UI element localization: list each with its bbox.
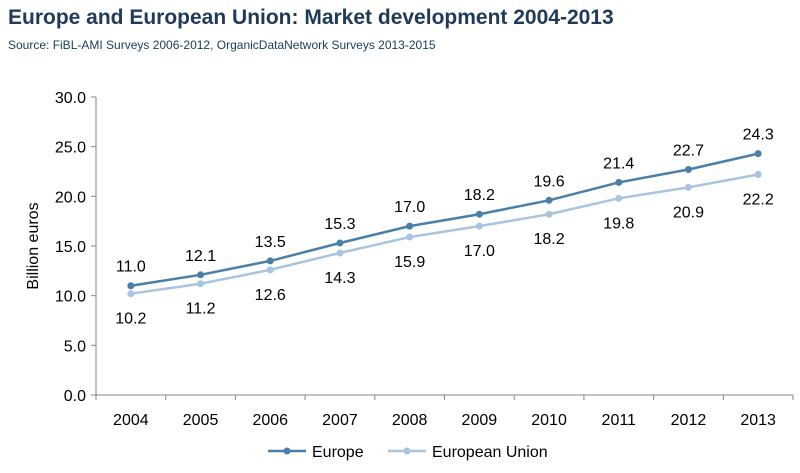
series-line-0 [130, 152, 759, 287]
data-point [684, 183, 692, 191]
data-label: 18.2 [533, 231, 564, 248]
data-point [336, 249, 344, 257]
data-label: 19.6 [533, 173, 564, 190]
y-tick-label: 0.0 [64, 388, 86, 405]
data-point [336, 239, 344, 247]
data-label: 18.2 [464, 187, 495, 204]
data-point [475, 222, 483, 230]
data-point [406, 222, 414, 230]
data-label: 14.3 [324, 270, 355, 287]
x-tick-label: 2008 [392, 412, 428, 429]
legend-label: European Union [432, 444, 548, 461]
data-point [127, 282, 135, 290]
data-point [127, 290, 135, 298]
data-point [197, 271, 205, 279]
x-tick-label: 2005 [183, 412, 219, 429]
y-axis-label: Billion euros [25, 202, 42, 289]
data-point [615, 178, 623, 186]
y-tick-label: 20.0 [55, 189, 86, 206]
x-tick-label: 2007 [322, 412, 358, 429]
data-label: 11.0 [116, 259, 146, 276]
y-tick-label: 30.0 [55, 90, 86, 107]
y-tick-label: 10.0 [55, 289, 86, 306]
x-tick-label: 2012 [671, 412, 707, 429]
data-point [754, 170, 762, 178]
data-label: 22.7 [673, 143, 704, 160]
x-tick-label: 2011 [602, 412, 637, 429]
data-label: 13.5 [255, 234, 286, 251]
data-point [475, 210, 483, 218]
data-label: 15.9 [394, 254, 425, 271]
data-label: 12.1 [185, 248, 216, 265]
y-tick-label: 15.0 [55, 239, 86, 256]
data-label: 17.0 [464, 243, 495, 260]
data-point [684, 166, 692, 174]
data-point [266, 257, 274, 265]
legend-label: Europe [312, 444, 364, 461]
data-point [615, 194, 623, 202]
data-label: 21.4 [603, 155, 634, 172]
data-label: 20.9 [673, 204, 704, 221]
data-label: 15.3 [324, 216, 355, 233]
data-point [754, 150, 762, 158]
data-point [197, 280, 205, 288]
data-label: 24.3 [743, 127, 774, 144]
data-label: 11.2 [186, 301, 216, 318]
data-point [266, 266, 274, 274]
x-tick-label: 2010 [531, 412, 567, 429]
x-tick-label: 2006 [252, 412, 288, 429]
series-line-1 [130, 173, 759, 295]
x-tick-label: 2004 [113, 412, 149, 429]
y-tick-label: 25.0 [55, 140, 86, 157]
legend-marker [283, 447, 291, 455]
data-label: 22.2 [743, 191, 774, 208]
chart-title: Europe and European Union: Market develo… [8, 6, 614, 29]
x-tick-label: 2009 [462, 412, 498, 429]
data-label: 19.8 [603, 215, 634, 232]
data-label: 12.6 [255, 287, 286, 304]
chart-subtitle: Source: FiBL-AMI Surveys 2006-2012, Orga… [8, 38, 436, 52]
data-label: 17.0 [394, 199, 425, 216]
legend-marker [403, 447, 411, 455]
y-tick-label: 5.0 [64, 338, 86, 355]
data-label: 10.2 [115, 311, 146, 328]
x-tick-label: 2013 [740, 412, 776, 429]
data-point [545, 210, 553, 218]
data-point [545, 196, 553, 204]
data-point [406, 233, 414, 241]
